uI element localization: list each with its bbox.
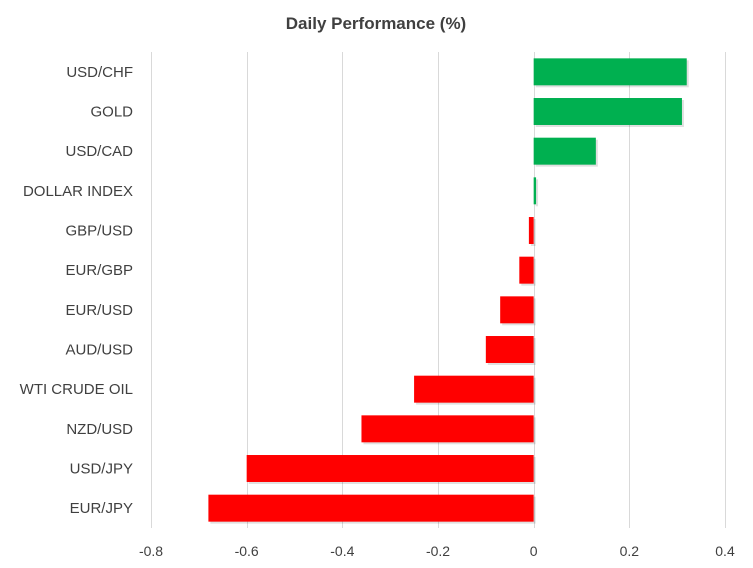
x-tick-label: -0.4 — [330, 543, 354, 559]
bar-shadow — [535, 179, 539, 207]
chart-title: Daily Performance (%) — [286, 14, 466, 33]
bars — [208, 58, 689, 524]
gridlines — [151, 52, 726, 528]
x-axis-tick-labels: -0.8 -0.6 -0.4 -0.2 0 0.2 0.4 — [139, 543, 735, 559]
category-label: EUR/USD — [65, 302, 133, 319]
x-tick-label: -0.6 — [235, 543, 259, 559]
x-tick-label: -0.8 — [139, 543, 163, 559]
x-tick-label: 0.2 — [620, 543, 640, 559]
category-labels: USD/CHF GOLD USD/CAD DOLLAR INDEX GBP/USD EUR… — [20, 64, 134, 517]
category-label: EUR/GBP — [65, 262, 133, 279]
bar-gbp-usd — [528, 217, 534, 244]
category-label: USD/CAD — [65, 143, 133, 160]
bar-eur-gbp — [519, 256, 534, 284]
bar-aud-usd — [485, 336, 534, 363]
category-label: GBP/USD — [65, 223, 133, 240]
category-label: GOLD — [90, 104, 133, 121]
bar-eur-usd — [500, 296, 534, 324]
category-label: NZD/USD — [66, 421, 133, 438]
x-tick-label: -0.2 — [426, 543, 450, 559]
category-label: USD/CHF — [66, 64, 133, 81]
bar-eur-jpy — [208, 494, 534, 522]
bar-gold — [533, 98, 682, 125]
bar-usd-cad — [533, 137, 596, 165]
bar-dollar-index — [533, 177, 537, 205]
bar-usd-chf — [533, 58, 687, 86]
category-label: DOLLAR INDEX — [23, 183, 133, 200]
bar-wti-crude-oil — [414, 375, 534, 403]
bar-usd-jpy — [246, 455, 534, 482]
category-label: USD/JPY — [70, 461, 133, 478]
x-tick-label: 0 — [530, 543, 538, 559]
category-label: AUD/USD — [65, 342, 133, 359]
category-label: WTI CRUDE OIL — [20, 381, 133, 398]
x-tick-label: 0.4 — [715, 543, 735, 559]
category-label: EUR/JPY — [70, 500, 133, 517]
bar-nzd-usd — [361, 415, 534, 443]
